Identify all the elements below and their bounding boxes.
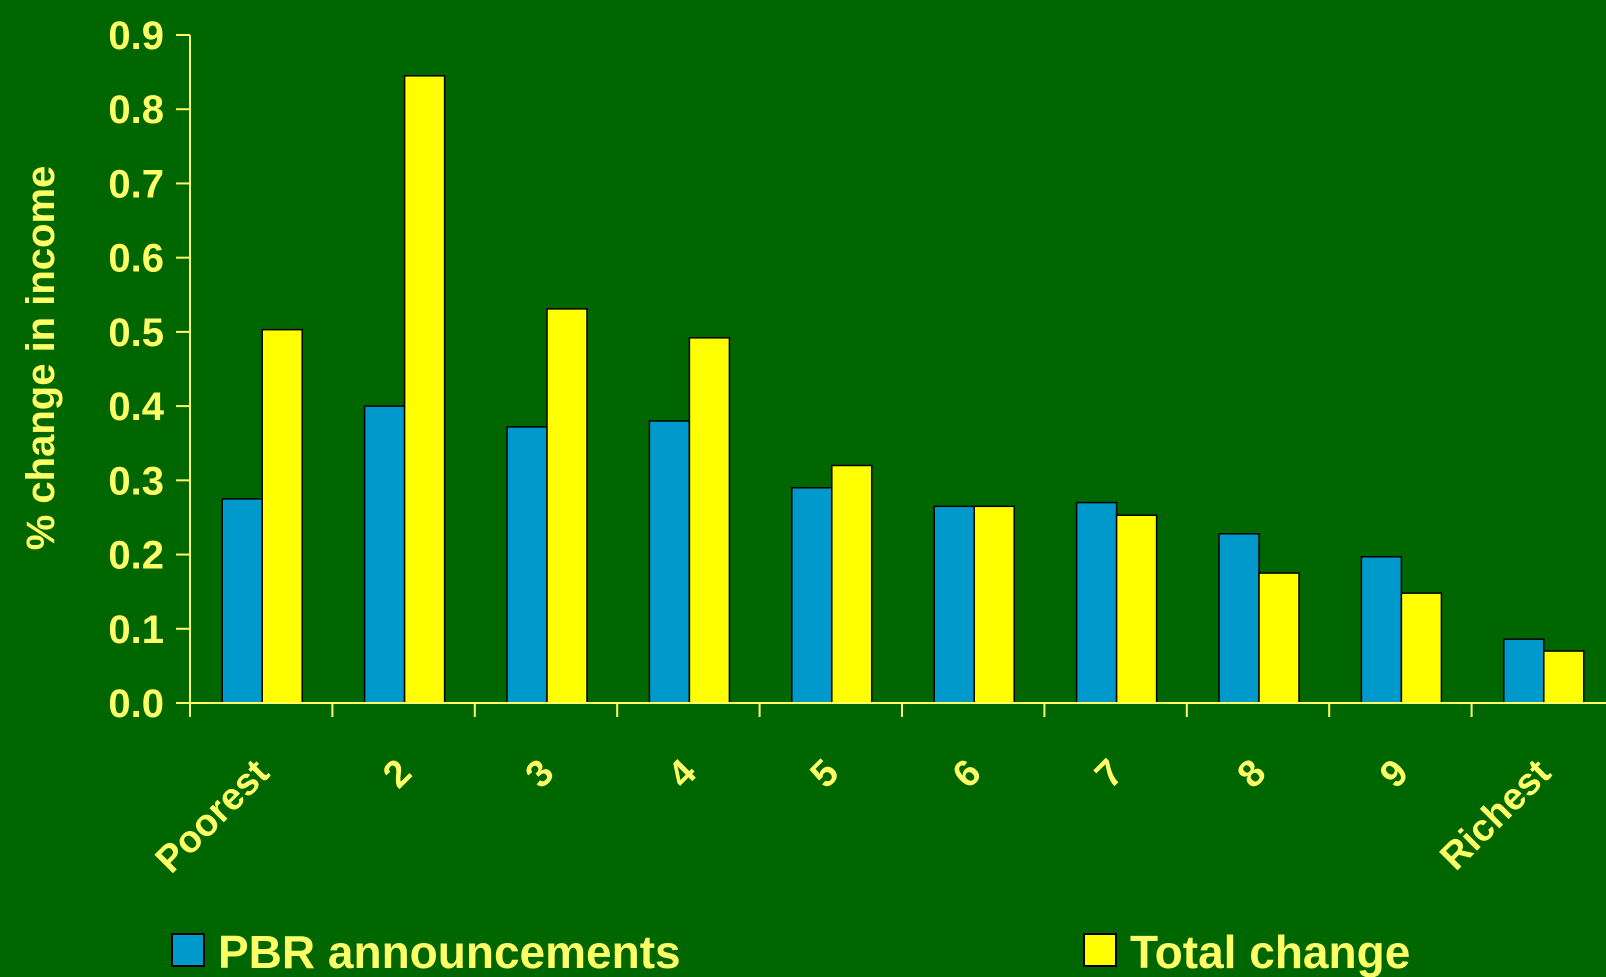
bar-pbr-announcements-richest [1503,638,1545,704]
bar-pbr-announcements-7 [1075,501,1118,704]
legend-label: Total change [1130,926,1410,977]
y-tick-label: 0.5 [108,311,164,355]
bar-pbr-announcements-9 [1360,556,1403,704]
legend-swatch [171,933,205,967]
y-tick-label: 0.0 [108,682,164,726]
bar-total-change-9 [1400,592,1443,704]
y-tick-label: 0.2 [108,534,164,578]
bar-pbr-announcements-3 [506,426,548,704]
bar-total-change-poorest [261,328,303,704]
bar-pbr-announcements-5 [791,487,833,704]
legend: PBR announcements Total change [171,926,1410,977]
bar-total-change-7 [1115,514,1158,704]
y-tick-label: 0.8 [108,88,164,132]
category-label: Richest [1432,751,1559,878]
y-axis-ticks: 0.0 0.1 0.2 0.3 0.4 0.5 0.6 0.7 0.8 0.9 [108,14,190,726]
y-tick-label: 0.1 [108,608,164,652]
legend-label: PBR announcements [218,926,681,977]
axes [189,35,1606,717]
y-tick-label: 0.4 [108,385,164,429]
legend-swatch [1083,933,1117,967]
category-label: 5 [803,752,848,797]
bar-total-change-3 [546,308,588,704]
y-tick-label: 0.7 [108,162,164,206]
bar-total-change-richest [1543,650,1585,704]
bar-total-change-8 [1258,572,1300,704]
category-label: 3 [518,752,563,797]
category-label: 9 [1372,752,1417,797]
bar-pbr-announcements-8 [1218,533,1260,704]
category-label: 8 [1230,752,1275,797]
y-tick-label: 0.9 [108,14,164,58]
bar-total-change-2 [403,75,446,704]
category-label: 4 [660,752,705,797]
y-tick-label: 0.3 [108,459,164,503]
bar-total-change-4 [688,337,731,704]
category-label: 2 [375,752,420,797]
bar-pbr-announcements-poorest [221,498,263,704]
bar-total-change-6 [973,505,1015,704]
category-label: 6 [945,752,990,797]
bar-total-change-5 [831,464,873,704]
category-label: Poorest [148,751,278,881]
bar-pbr-announcements-4 [648,420,691,704]
bar-pbr-announcements-2 [363,405,406,704]
bars [221,75,1585,704]
x-axis-categories: Poorest 2 3 4 5 6 7 8 9 Richest [148,751,1560,881]
bar-pbr-announcements-6 [933,505,975,704]
y-tick-label: 0.6 [108,237,164,281]
y-axis-label: % change in income [19,166,63,551]
category-label: 7 [1087,752,1132,797]
